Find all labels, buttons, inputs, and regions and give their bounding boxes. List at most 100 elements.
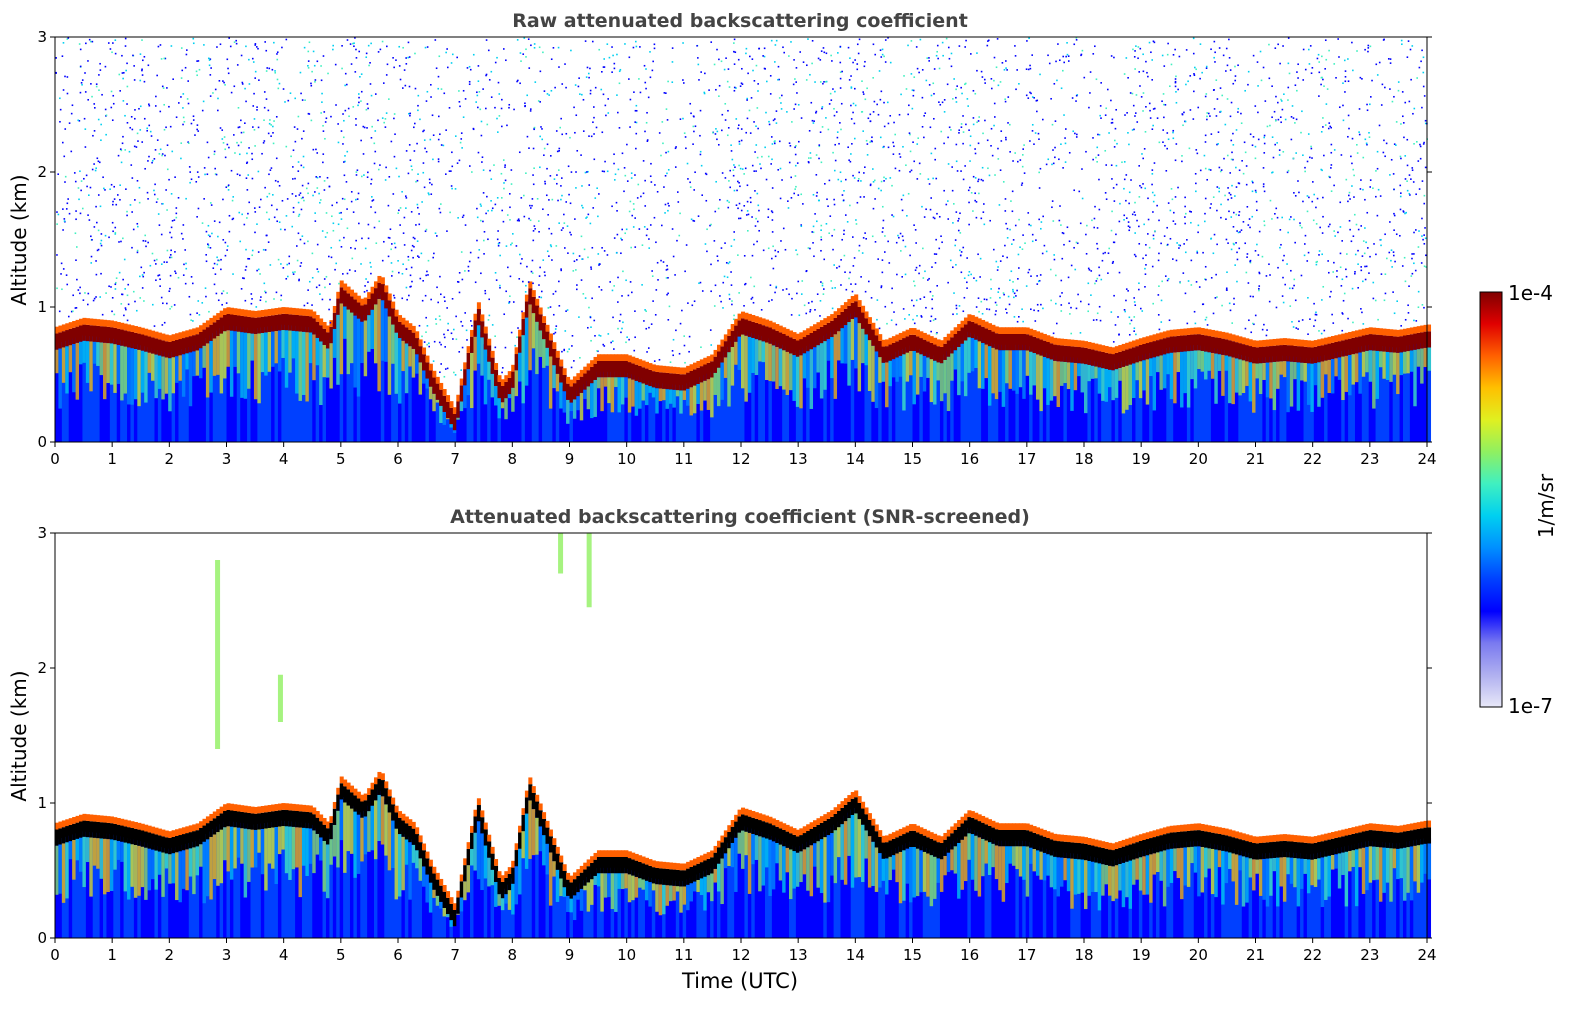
heatmap-cell xyxy=(723,357,728,378)
heatmap-cell xyxy=(303,46,306,49)
heatmap-cell xyxy=(771,158,773,161)
heatmap-cell xyxy=(122,135,124,138)
heatmap-cell xyxy=(124,307,127,309)
heatmap-cell xyxy=(344,155,346,157)
heatmap-cell xyxy=(1247,83,1249,86)
heatmap-cell xyxy=(682,385,687,442)
heatmap-cell xyxy=(393,242,396,245)
heatmap-cell xyxy=(1409,194,1411,196)
heatmap-cell xyxy=(236,141,238,144)
heatmap-cell xyxy=(198,68,201,71)
heatmap-cell xyxy=(519,253,521,256)
heatmap-cell xyxy=(603,361,608,378)
heatmap-cell xyxy=(491,207,494,210)
heatmap-cell xyxy=(899,156,902,158)
heatmap-cell xyxy=(646,351,648,353)
heatmap-cell xyxy=(575,114,578,117)
heatmap-cell xyxy=(1327,260,1329,262)
heatmap-cell xyxy=(794,153,797,156)
heatmap-cell xyxy=(734,341,739,365)
heatmap-cell xyxy=(936,212,938,215)
heatmap-cell xyxy=(699,281,702,284)
heatmap-cell xyxy=(1347,317,1349,320)
heatmap-cell xyxy=(1282,338,1287,345)
heatmap-cell xyxy=(263,119,265,122)
heatmap-cell xyxy=(1372,297,1375,300)
heatmap-cell xyxy=(775,285,778,288)
heatmap-cell xyxy=(765,319,770,327)
heatmap-cell xyxy=(936,356,941,442)
heatmap-cell xyxy=(288,262,291,265)
heatmap-cell xyxy=(768,343,773,382)
heatmap-cell xyxy=(758,317,763,325)
heatmap-cell xyxy=(618,127,621,129)
heatmap-cell xyxy=(649,175,652,178)
heatmap-cell xyxy=(244,122,246,124)
heatmap-cell xyxy=(853,122,856,125)
heatmap-cell xyxy=(1406,138,1409,141)
heatmap-cell xyxy=(141,74,144,76)
heatmap-cell xyxy=(1409,334,1414,351)
heatmap-cell xyxy=(480,337,485,376)
heatmap-cell xyxy=(1423,234,1425,236)
heatmap-cell xyxy=(993,56,996,59)
heatmap-cell xyxy=(227,189,230,191)
heatmap-cell xyxy=(379,48,382,51)
heatmap-cell xyxy=(227,185,230,187)
heatmap-cell xyxy=(724,242,726,244)
heatmap-cell xyxy=(1115,233,1117,236)
heatmap-cell xyxy=(352,211,355,213)
heatmap-cell xyxy=(771,257,773,260)
heatmap-cell xyxy=(1293,284,1295,287)
heatmap-cell xyxy=(1151,79,1153,81)
heatmap-cell xyxy=(197,207,200,210)
heatmap-cell xyxy=(606,254,609,256)
heatmap-cell xyxy=(322,321,327,329)
heatmap-cell xyxy=(250,310,255,318)
heatmap-cell xyxy=(483,333,488,350)
heatmap-cell xyxy=(1313,325,1315,327)
heatmap-cell xyxy=(683,335,686,337)
heatmap-cell xyxy=(298,308,303,316)
heatmap-cell xyxy=(826,316,831,323)
heatmap-cell xyxy=(124,37,127,40)
heatmap-cell xyxy=(1060,224,1062,226)
heatmap-cell xyxy=(1154,107,1156,110)
heatmap-cell xyxy=(409,286,411,288)
heatmap-cell xyxy=(91,40,94,43)
heatmap-cell xyxy=(170,256,173,259)
heatmap-cell xyxy=(469,68,472,71)
heatmap-cell xyxy=(908,104,910,107)
heatmap-cell xyxy=(58,310,61,313)
heatmap-cell xyxy=(319,293,321,295)
heatmap-cell xyxy=(1108,132,1110,134)
heatmap-cell xyxy=(837,178,840,181)
heatmap-cell xyxy=(616,94,618,96)
heatmap-cell xyxy=(878,327,881,330)
heatmap-cell xyxy=(1329,176,1331,179)
heatmap-cell xyxy=(213,262,216,265)
heatmap-cell xyxy=(716,344,722,352)
heatmap-cell xyxy=(507,394,512,399)
heatmap-cell xyxy=(1411,253,1413,255)
heatmap-cell xyxy=(904,273,907,276)
heatmap-cell xyxy=(861,323,866,442)
heatmap-cell xyxy=(912,318,914,321)
heatmap-cell xyxy=(519,82,521,85)
heatmap-cell xyxy=(1216,296,1218,298)
heatmap-cell xyxy=(795,356,800,407)
heatmap-cell xyxy=(590,135,593,138)
heatmap-cell xyxy=(607,361,612,378)
heatmap-cell xyxy=(1145,244,1147,246)
heatmap-cell xyxy=(141,39,143,41)
heatmap-cell xyxy=(730,324,735,331)
heatmap-cell xyxy=(476,302,481,310)
heatmap-cell xyxy=(807,161,810,163)
heatmap-cell xyxy=(686,388,691,406)
heatmap-cell xyxy=(74,307,77,309)
heatmap-cell xyxy=(476,325,481,364)
heatmap-cell xyxy=(728,293,731,296)
heatmap-cell xyxy=(1197,350,1202,370)
heatmap-cell xyxy=(260,296,262,298)
heatmap-cell xyxy=(353,292,358,300)
